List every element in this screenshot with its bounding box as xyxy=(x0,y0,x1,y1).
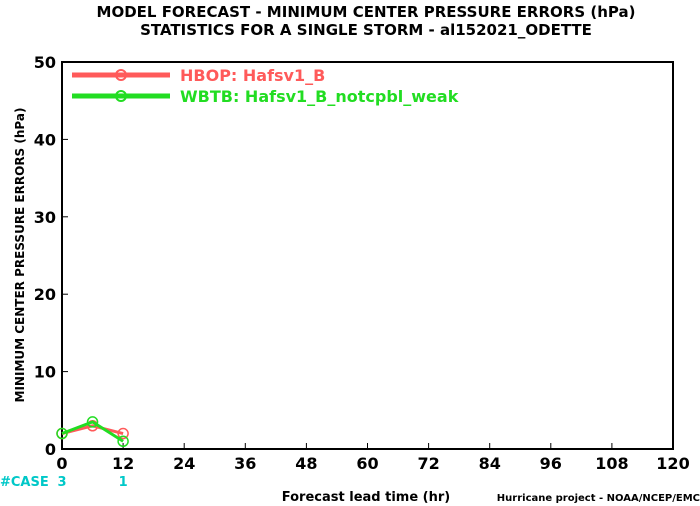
y-tick-label: 20 xyxy=(34,285,56,304)
x-tick-label: 72 xyxy=(417,454,439,473)
plot-frame xyxy=(61,61,674,450)
legend-entry: HBOP: Hafsv1_B xyxy=(180,66,325,85)
series-layer xyxy=(56,416,129,448)
x-tick-label: 0 xyxy=(56,454,67,473)
chart-subtitle: STATISTICS FOR A SINGLE STORM - al152021… xyxy=(140,21,592,39)
y-tick-label: 0 xyxy=(45,440,56,459)
y-axis-label: MINIMUM CENTER PRESSURE ERRORS (hPa) xyxy=(13,108,27,403)
data-point xyxy=(86,416,99,428)
data-point xyxy=(56,427,68,440)
x-tick-label: 120 xyxy=(656,454,689,473)
x-tick-label: 108 xyxy=(595,454,628,473)
case-count: 3 xyxy=(57,475,66,490)
x-tick-label: 48 xyxy=(295,454,317,473)
legend-swatch-marker xyxy=(115,69,127,81)
case-count: 1 xyxy=(119,475,128,490)
legend: HBOP: Hafsv1_B WBTB: Hafsv1_B_notcpbl_wea… xyxy=(72,66,459,106)
data-point xyxy=(117,427,129,440)
y-tick-label: 40 xyxy=(34,130,56,149)
y-tick-label: 10 xyxy=(34,363,56,382)
x-tick-label: 96 xyxy=(540,454,562,473)
data-point xyxy=(117,435,129,448)
x-tick-label: 60 xyxy=(356,454,378,473)
legend-entry: WBTB: Hafsv1_B_notcpbl_weak xyxy=(180,87,459,106)
y-tick-label: 30 xyxy=(34,208,56,227)
x-axis-label: Forecast lead time (hr) xyxy=(282,490,450,505)
chart-title: MODEL FORECAST - MINIMUM CENTER PRESSURE… xyxy=(97,3,636,21)
x-tick-label: 84 xyxy=(479,454,501,473)
case-label: #CASE xyxy=(0,475,49,490)
x-tick-label: 12 xyxy=(112,454,134,473)
credit-text: Hurricane project - NOAA/NCEP/EMC xyxy=(497,493,700,504)
x-tick-label: 36 xyxy=(234,454,256,473)
series-line xyxy=(61,420,124,443)
y-tick-label: 50 xyxy=(34,53,56,72)
legend-swatch-marker xyxy=(115,90,127,102)
axes-layer: 0 12 24 36 48 60 72 84 96 108 120 0 10 20 30 40 50 xyxy=(34,53,690,473)
x-tick-label: 24 xyxy=(173,454,195,473)
